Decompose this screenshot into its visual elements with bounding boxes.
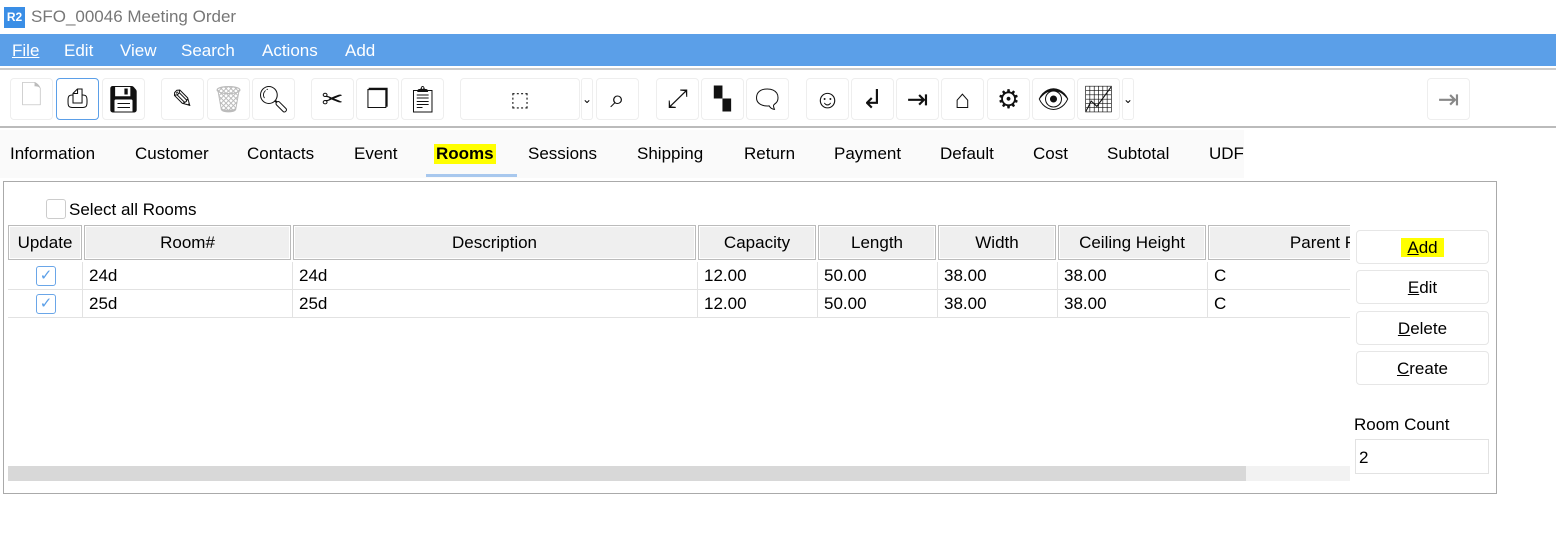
menu-search[interactable]: Search	[181, 41, 235, 60]
cell-room: 24d	[83, 262, 293, 290]
edit-pencil-icon[interactable]: ✎	[161, 78, 204, 120]
return-icon[interactable]: ↲	[851, 78, 894, 120]
tab-return[interactable]: Return	[744, 144, 796, 163]
new-document-icon[interactable]: 🗋	[10, 78, 53, 120]
rooms-table: Update Room# Description Capacity Length…	[8, 224, 1350, 482]
menu-add[interactable]: Add	[345, 41, 376, 60]
cell-room: 25d	[83, 290, 293, 318]
cell-description: 25d	[293, 290, 698, 318]
column-header-width[interactable]: Width	[938, 225, 1056, 260]
tab-information[interactable]: Information	[10, 144, 96, 163]
paste-icon[interactable]: 📋︎	[401, 78, 444, 120]
menu-actions[interactable]: Actions	[262, 41, 318, 60]
column-header-capacity[interactable]: Capacity	[698, 225, 816, 260]
tab-udf[interactable]: UDF	[1209, 144, 1244, 163]
tab-sessions[interactable]: Sessions	[528, 144, 597, 163]
tab-event[interactable]: Event	[354, 144, 398, 163]
table-row[interactable]: ✓ 25d 25d 12.00 50.00 38.00 38.00 C	[8, 290, 1350, 318]
room-count-field[interactable]: 2	[1355, 439, 1489, 474]
cell-length: 50.00	[818, 262, 938, 290]
cut-icon[interactable]: ✂	[311, 78, 354, 120]
column-header-room[interactable]: Room#	[84, 225, 291, 260]
cell-description: 24d	[293, 262, 698, 290]
room-count-label: Room Count	[1354, 415, 1450, 434]
tab-cost[interactable]: Cost	[1033, 144, 1068, 163]
chevron-down-icon[interactable]: ⌄	[1122, 78, 1134, 120]
document-view-icon[interactable]: 👁︎	[1032, 78, 1075, 120]
comment-icon[interactable]: 🗨︎	[746, 78, 789, 120]
smiley-icon[interactable]: ☺	[806, 78, 849, 120]
delete-trash-icon[interactable]: 🗑︎	[207, 78, 250, 120]
column-header-update[interactable]: Update	[8, 225, 82, 260]
building-icon[interactable]: ⌂	[941, 78, 984, 120]
menu-edit[interactable]: Edit	[64, 41, 94, 60]
cell-ceiling-height: 38.00	[1058, 290, 1208, 318]
exit-icon[interactable]: ⇥	[1427, 78, 1470, 120]
column-header-ceiling-height[interactable]: Ceiling Height	[1058, 225, 1206, 260]
delete-button[interactable]: Delete	[1356, 311, 1489, 345]
copy-icon[interactable]: ❐	[356, 78, 399, 120]
cell-width: 38.00	[938, 262, 1058, 290]
grid-icon[interactable]: ▚	[701, 78, 744, 120]
add-button[interactable]: Add	[1356, 230, 1489, 264]
menu-file[interactable]: File	[12, 41, 40, 60]
title-bar: R2 SFO_00046 Meeting Order	[0, 0, 1556, 34]
cell-parent-room: C	[1214, 266, 1227, 285]
select-all-checkbox[interactable]	[46, 199, 66, 219]
tab-subtotal[interactable]: Subtotal	[1107, 144, 1170, 163]
cell-capacity: 12.00	[698, 262, 818, 290]
menu-view[interactable]: View	[120, 41, 157, 60]
create-button[interactable]: Create	[1356, 351, 1489, 385]
print-icon[interactable]: ⎙	[56, 78, 99, 120]
cell-ceiling-height: 38.00	[1058, 262, 1208, 290]
search-icon[interactable]: 🔍︎	[252, 78, 295, 120]
cell-parent-room: C	[1214, 294, 1227, 313]
box-search-icon[interactable]: ⬚	[460, 78, 580, 120]
tab-shipping[interactable]: Shipping	[637, 144, 704, 163]
active-tab-indicator	[426, 174, 517, 177]
document-settings-icon[interactable]: ⚙	[987, 78, 1030, 120]
document-chart-icon[interactable]: 📈︎	[1077, 78, 1120, 120]
tab-bar: Information Customer Contacts Event Room…	[0, 130, 1244, 178]
tab-contacts[interactable]: Contacts	[247, 144, 315, 163]
app-logo: R2	[4, 7, 25, 28]
select-all-label: Select all Rooms	[69, 200, 197, 219]
edit-button[interactable]: Edit	[1356, 270, 1489, 304]
save-icon[interactable]: 💾︎	[102, 78, 145, 120]
window-search-icon[interactable]: ⌕	[596, 78, 639, 120]
cell-width: 38.00	[938, 290, 1058, 318]
column-header-description[interactable]: Description	[293, 225, 696, 260]
toolbar: 🗋 ⎙ 💾︎ ✎ 🗑︎ 🔍︎ ✂ ❐ 📋︎ ⬚ ⌄ ⌕ ⤢ ▚ 🗨︎ ☺ ↲ ⇥…	[0, 68, 1556, 128]
cell-length: 50.00	[818, 290, 938, 318]
window-title: SFO_00046 Meeting Order	[31, 7, 237, 26]
expand-icon[interactable]: ⤢	[656, 78, 699, 120]
import-box-icon[interactable]: ⇥	[896, 78, 939, 120]
column-header-parent-room[interactable]: Parent R	[1208, 225, 1350, 260]
menu-bar: File Edit View Search Actions Add	[0, 34, 1556, 66]
tab-default[interactable]: Default	[940, 144, 994, 163]
chevron-down-icon[interactable]: ⌄	[581, 78, 593, 120]
tab-payment[interactable]: Payment	[834, 144, 902, 163]
cell-capacity: 12.00	[698, 290, 818, 318]
tab-rooms[interactable]: Rooms	[434, 144, 496, 164]
tab-customer[interactable]: Customer	[135, 144, 209, 163]
update-checkbox[interactable]: ✓	[36, 294, 56, 314]
column-header-length[interactable]: Length	[818, 225, 936, 260]
table-row[interactable]: ✓ 24d 24d 12.00 50.00 38.00 38.00 C	[8, 262, 1350, 290]
horizontal-scrollbar[interactable]	[8, 466, 1350, 481]
scrollbar-thumb[interactable]	[8, 466, 1246, 481]
rooms-panel	[3, 181, 1497, 494]
update-checkbox[interactable]: ✓	[36, 266, 56, 286]
